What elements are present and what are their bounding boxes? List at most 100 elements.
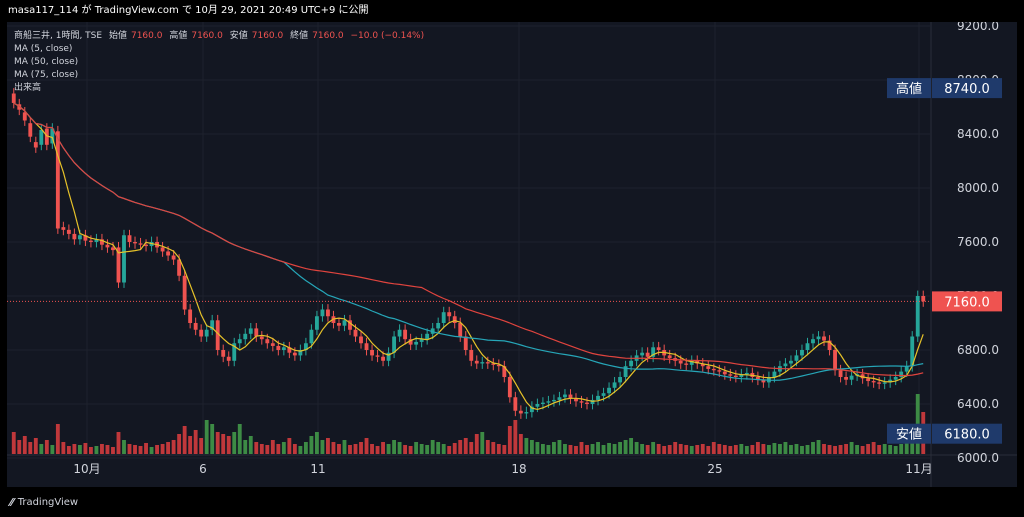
legend-ma5[interactable]: MA (5, close) xyxy=(14,44,73,54)
volume-bar xyxy=(739,444,744,454)
volume-bar xyxy=(557,440,562,454)
volume-bar xyxy=(265,445,270,454)
volume-bar xyxy=(254,442,259,454)
volume-bar xyxy=(28,442,33,454)
volume-bar xyxy=(149,447,154,454)
legend-open: 7160.0 xyxy=(130,31,163,41)
candle-body xyxy=(204,329,209,337)
volume-bar xyxy=(733,445,738,454)
volume-bar xyxy=(805,445,810,454)
volume-bar xyxy=(910,440,915,454)
candle-body xyxy=(381,356,385,361)
candle-body xyxy=(491,363,496,365)
candle-body xyxy=(689,360,694,365)
volume-bar xyxy=(100,444,104,454)
candle-body xyxy=(94,239,99,242)
volume-bar xyxy=(314,432,319,454)
volume-bar xyxy=(552,442,556,454)
badge-value-bg xyxy=(932,291,1002,312)
candle-body xyxy=(436,323,441,329)
volume-bar xyxy=(94,446,99,454)
volume-bar xyxy=(287,438,292,454)
y-tick-label: 9200.0 xyxy=(957,22,999,33)
candle-body xyxy=(243,333,248,340)
candle-body xyxy=(166,251,171,256)
tradingview-brand[interactable]: ⁄⁄ TradingView xyxy=(10,496,78,509)
candle-body xyxy=(254,328,259,337)
candle-body xyxy=(144,244,148,247)
volume-bar xyxy=(772,443,777,454)
badge-value-bg xyxy=(932,423,1002,444)
volume-bar xyxy=(88,447,93,454)
candle-body xyxy=(585,402,589,404)
volume-bar xyxy=(66,446,71,454)
candle-body xyxy=(452,316,457,323)
candle-body xyxy=(232,343,237,361)
volume-bar xyxy=(419,444,424,454)
price-chart[interactable]: 9200.08800.08400.08000.07600.07200.06800… xyxy=(7,22,1017,487)
volume-bar xyxy=(292,444,297,454)
candle-body xyxy=(915,296,920,337)
candle-body xyxy=(871,381,876,383)
candle-body xyxy=(364,343,369,350)
candle-body xyxy=(629,360,634,367)
candle-body xyxy=(171,255,176,260)
volume-bar xyxy=(623,440,628,454)
volume-bar xyxy=(711,442,716,454)
candle-body xyxy=(105,244,110,248)
volume-bar xyxy=(480,432,485,454)
candle-body xyxy=(877,382,882,384)
candle-body xyxy=(529,406,534,413)
volume-bar xyxy=(678,444,683,454)
volume-bar xyxy=(507,426,512,454)
volume-bar xyxy=(320,440,325,454)
candle-body xyxy=(596,395,600,400)
y-tick-label: 8400.0 xyxy=(957,127,999,141)
chart-panel[interactable]: 9200.08800.08400.08000.07600.07200.06800… xyxy=(7,22,1017,487)
volume-bar xyxy=(463,438,468,454)
volume-bar xyxy=(706,446,711,454)
legend-volume[interactable]: 出来高 xyxy=(14,83,42,93)
candle-body xyxy=(342,320,347,326)
candle-body xyxy=(353,329,358,337)
volume-bar xyxy=(744,446,749,454)
candle-body xyxy=(320,309,325,317)
volume-bar xyxy=(822,444,826,454)
candle-body xyxy=(77,235,82,240)
candle-body xyxy=(326,309,330,317)
volume-bar xyxy=(904,442,909,454)
volume-bar xyxy=(579,442,584,454)
candle-body xyxy=(618,377,623,383)
volume-bar xyxy=(215,432,220,454)
legend-low-label: 安値 xyxy=(229,31,248,41)
candle-body xyxy=(348,320,352,330)
legend-ma50[interactable]: MA (50, close) xyxy=(14,57,79,67)
badge-value-bg xyxy=(932,78,1002,99)
candle-body xyxy=(480,362,485,364)
volume-bar xyxy=(298,446,303,454)
candle-body xyxy=(496,364,501,367)
volume-bar xyxy=(270,440,275,454)
volume-bar xyxy=(276,444,281,454)
volume-bar xyxy=(789,445,793,454)
volume-bar xyxy=(618,442,623,454)
candle-body xyxy=(370,350,374,356)
candle-body xyxy=(899,371,904,377)
candle-body xyxy=(513,397,518,411)
candle-body xyxy=(39,129,44,145)
volume-bar xyxy=(348,445,352,454)
legend-ma75[interactable]: MA (75, close) xyxy=(14,70,79,80)
volume-bar xyxy=(425,445,430,454)
volume-bar xyxy=(33,438,38,454)
volume-bar xyxy=(502,445,507,454)
candle-body xyxy=(540,402,545,404)
x-tick-label: 6 xyxy=(199,462,207,476)
grid xyxy=(7,22,1017,487)
volume-bar xyxy=(563,444,567,454)
legend-close: 7160.0 xyxy=(312,31,344,41)
volume-bar xyxy=(458,440,463,454)
candle-body xyxy=(623,366,628,377)
candle-body xyxy=(100,239,104,245)
volume-bar xyxy=(485,440,490,454)
candle-body xyxy=(287,347,292,353)
